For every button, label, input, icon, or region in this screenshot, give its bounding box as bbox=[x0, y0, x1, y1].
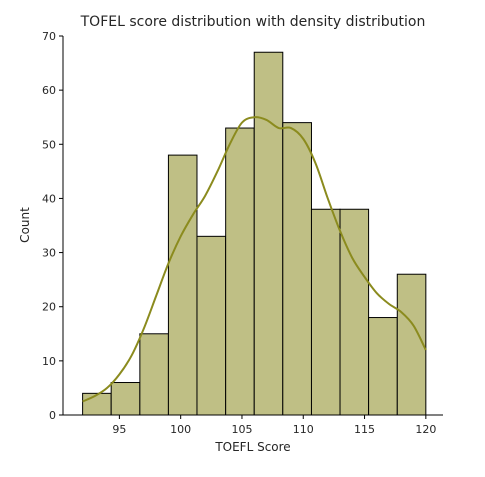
histogram-bar bbox=[282, 122, 312, 416]
histogram-bar bbox=[368, 317, 398, 416]
histogram-bar bbox=[167, 154, 198, 416]
y-axis-label: Count bbox=[18, 207, 32, 243]
histogram-bar bbox=[253, 51, 284, 416]
x-tick-label: 100 bbox=[170, 423, 191, 436]
y-tick-label: 20 bbox=[42, 301, 56, 314]
x-tick-label: 115 bbox=[354, 423, 375, 436]
y-tick-label: 70 bbox=[42, 30, 56, 43]
x-axis-label: TOEFL Score bbox=[214, 440, 290, 454]
y-tick-label: 0 bbox=[49, 409, 56, 422]
y-tick-label: 40 bbox=[42, 192, 56, 205]
histogram-bar bbox=[396, 273, 427, 416]
x-tick-label: 110 bbox=[293, 423, 314, 436]
chart-title: TOFEL score distribution with density di… bbox=[80, 14, 426, 30]
histogram-bar bbox=[310, 208, 341, 416]
y-tick-label: 30 bbox=[42, 247, 56, 260]
density-curve bbox=[82, 116, 427, 403]
histogram-bar bbox=[82, 392, 112, 416]
histogram-bar bbox=[225, 127, 255, 416]
y-tick-label: 50 bbox=[42, 138, 56, 151]
x-tick-label: 105 bbox=[231, 423, 252, 436]
histogram-bar bbox=[110, 382, 141, 416]
bars-group bbox=[82, 51, 427, 416]
axes-group: 95 100 105 110 115 120 0 10 20 30 40 50 60 70 bbox=[42, 30, 443, 436]
x-tick-label: 120 bbox=[415, 423, 436, 436]
x-tick-label: 95 bbox=[112, 423, 126, 436]
y-tick-label: 60 bbox=[42, 84, 56, 97]
histogram-bar bbox=[196, 235, 227, 416]
histogram-bar bbox=[139, 333, 169, 416]
y-tick-label: 10 bbox=[42, 355, 56, 368]
